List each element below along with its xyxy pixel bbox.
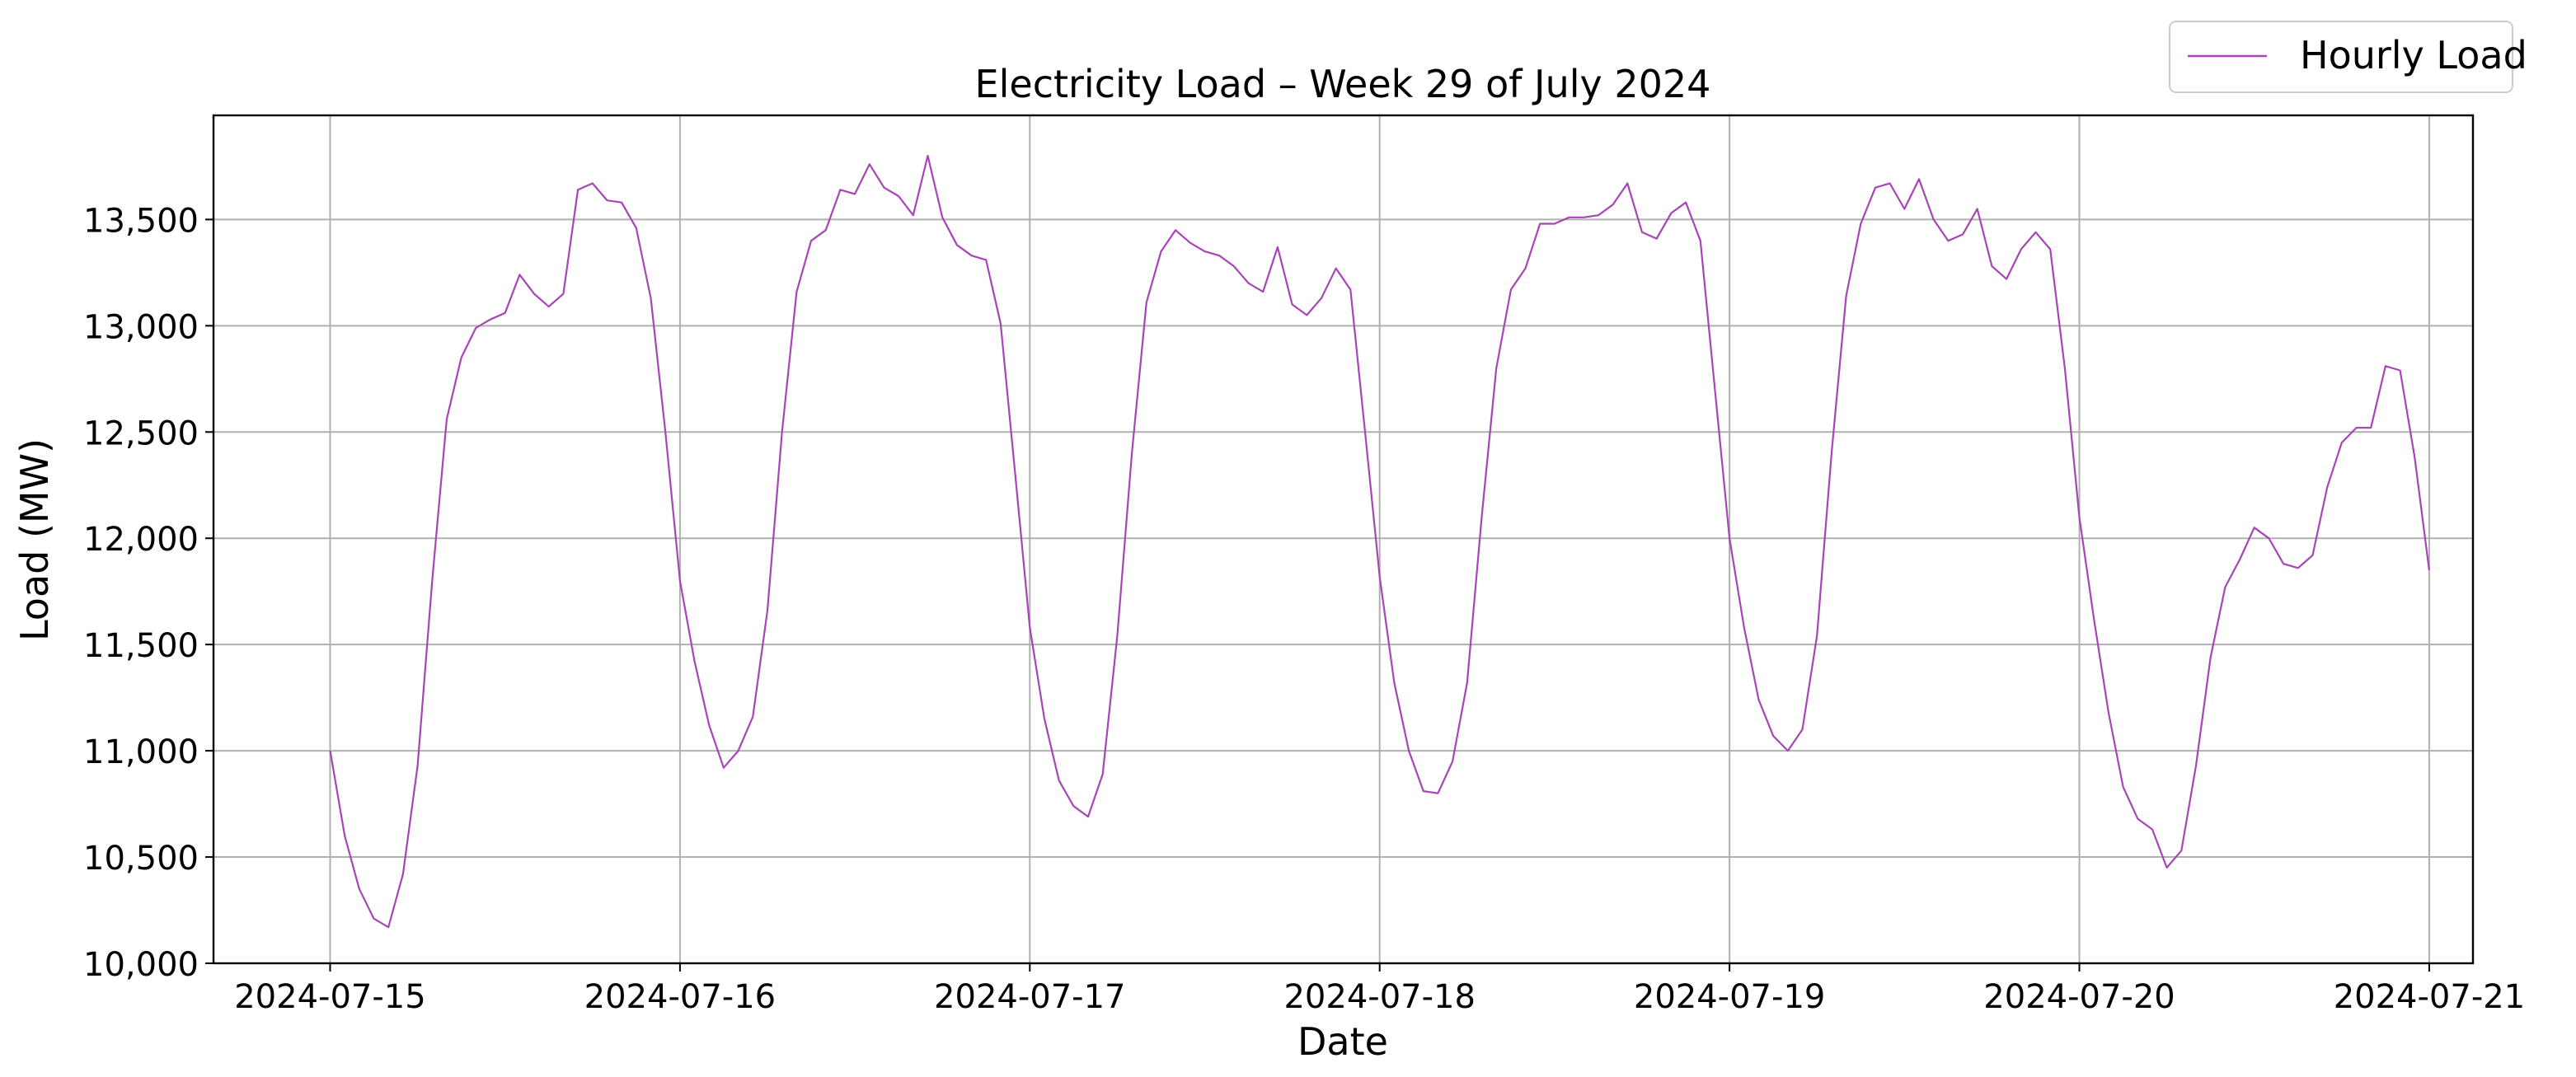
y-tick-label: 11,000 xyxy=(83,733,199,771)
series-layer xyxy=(329,154,2430,929)
y-tick-label: 11,500 xyxy=(83,627,199,665)
x-tick-label: 2024-07-17 xyxy=(934,978,1125,1016)
legend: Hourly Load xyxy=(2169,21,2527,93)
y-tick-label: 13,000 xyxy=(83,308,199,346)
grid-lines xyxy=(213,115,2473,964)
y-axis-label: Load (MW) xyxy=(12,438,57,641)
y-tick-label: 12,000 xyxy=(83,521,199,559)
x-tick-label: 2024-07-15 xyxy=(234,978,425,1016)
chart-title: Electricity Load – Week 29 of July 2024 xyxy=(975,62,1711,106)
y-tick-label: 13,500 xyxy=(83,202,199,240)
x-axis: 2024-07-15 2024-07-16 2024-07-17 2024-07-18… xyxy=(234,963,2525,1016)
y-tick-label: 10,500 xyxy=(83,840,199,878)
x-tick-label: 2024-07-21 xyxy=(2334,978,2525,1016)
x-tick-label: 2024-07-18 xyxy=(1283,978,1475,1016)
x-tick-label: 2024-07-20 xyxy=(1983,978,2175,1016)
x-tick-label: 2024-07-16 xyxy=(584,978,776,1016)
legend-label: Hourly Load xyxy=(2300,33,2527,77)
plot-frame xyxy=(212,114,2475,965)
y-axis: 10,000 10,500 11,000 11,500 12,000 12,500 13,0… xyxy=(83,202,213,984)
x-tick-label: 2024-07-19 xyxy=(1634,978,1825,1016)
series-line-hourly-load xyxy=(329,154,2430,929)
legend-box xyxy=(2169,21,2513,93)
x-axis-label: Date xyxy=(1297,1019,1388,1064)
y-tick-label: 10,000 xyxy=(83,946,199,984)
y-tick-label: 12,500 xyxy=(83,414,199,452)
